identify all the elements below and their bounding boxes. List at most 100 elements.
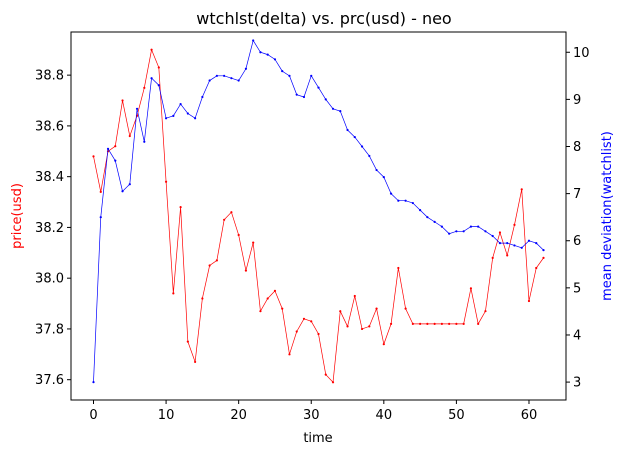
deviation-point: [157, 84, 160, 87]
deviation-point: [542, 249, 545, 252]
y-right-tick-label: 8: [573, 140, 581, 155]
deviation-point: [172, 114, 175, 117]
x-axis: 0 10 20 30 40 50 60: [89, 400, 537, 423]
series-line-price: [93, 48, 544, 384]
price-point: [310, 320, 313, 323]
deviation-point: [375, 168, 378, 172]
price-point: [426, 322, 429, 325]
y-left-tick-label: 38.6: [35, 119, 64, 134]
deviation-point: [252, 39, 255, 42]
price-point: [448, 322, 451, 325]
y-left-tick-label: 38.4: [35, 170, 64, 185]
deviation-point: [259, 51, 262, 54]
price-point: [382, 343, 385, 346]
y-right-tick-label: 7: [573, 187, 581, 202]
price-point: [186, 340, 189, 343]
deviation-point: [135, 107, 139, 110]
deviation-point: [186, 112, 189, 115]
price-point: [259, 310, 262, 313]
price-point: [288, 353, 291, 356]
x-axis-label: time: [303, 431, 332, 446]
deviation-point: [99, 216, 102, 219]
deviation-point: [360, 145, 364, 148]
deviation-point: [288, 74, 291, 77]
price-point: [346, 325, 349, 328]
deviation-point: [455, 230, 458, 233]
price-point: [92, 155, 95, 158]
deviation-point: [244, 67, 248, 70]
price-point: [389, 322, 393, 325]
price-point: [404, 307, 407, 310]
price-point: [99, 190, 102, 193]
deviation-point: [143, 140, 146, 143]
deviation-point: [411, 201, 414, 205]
price-point: [455, 322, 458, 325]
price-point: [223, 218, 226, 221]
price-point: [179, 206, 182, 209]
x-tick-label: 50: [448, 408, 465, 423]
price-point: [506, 254, 509, 257]
deviation-point: [310, 74, 313, 77]
y-axis-right: 3 4 5 6 7 8 9 10: [566, 46, 590, 391]
y-right-tick-label: 3: [573, 376, 581, 391]
price-point: [527, 299, 531, 303]
deviation-point: [281, 70, 284, 73]
price-point: [281, 307, 284, 310]
deviation-point: [324, 98, 327, 101]
deviation-point: [389, 192, 393, 195]
price-point: [513, 223, 516, 226]
price-point: [150, 48, 153, 51]
deviation-point: [353, 135, 356, 139]
price-point: [339, 310, 342, 313]
deviation-point: [295, 93, 298, 96]
price-point: [215, 259, 218, 262]
price-point: [375, 307, 378, 310]
price-point: [194, 360, 197, 364]
y-axis-left-label: price(usd): [10, 183, 25, 249]
price-point: [172, 292, 175, 295]
deviation-point: [339, 110, 342, 113]
deviation-point: [302, 95, 306, 99]
deviation-point: [448, 232, 451, 235]
price-point: [462, 322, 465, 325]
price-point: [491, 256, 494, 259]
deviation-point: [368, 154, 371, 158]
price-point: [143, 86, 146, 89]
deviation-point: [535, 241, 538, 245]
y-left-tick-label: 37.6: [35, 373, 64, 388]
deviation-point: [114, 159, 117, 162]
deviation-point: [194, 117, 197, 120]
price-point: [295, 330, 298, 333]
chart-title: wtchlst(delta) vs. prc(usd) - neo: [196, 9, 451, 28]
x-tick-label: 10: [158, 408, 175, 423]
deviation-point: [223, 74, 226, 77]
price-point: [411, 322, 414, 325]
price-point: [302, 317, 306, 320]
price-point: [114, 145, 117, 148]
price-point: [230, 211, 233, 214]
price-point: [440, 322, 443, 325]
deviation-point: [477, 225, 480, 228]
x-tick-label: 60: [521, 408, 538, 423]
y-right-tick-label: 6: [573, 234, 581, 249]
deviation-point: [484, 230, 487, 233]
price-point: [484, 310, 487, 313]
x-tick-label: 30: [303, 408, 320, 423]
price-point: [121, 99, 124, 102]
price-point: [469, 287, 473, 290]
price-point: [164, 180, 168, 183]
deviation-point: [164, 117, 168, 120]
price-point: [208, 264, 211, 267]
price-point: [244, 269, 248, 272]
price-point: [266, 297, 269, 300]
deviation-point: [317, 86, 320, 89]
y-axis-right-label: mean deviation(watchlist): [600, 131, 615, 301]
deviation-point: [426, 216, 429, 219]
deviation-point: [469, 225, 473, 228]
series-line-deviation: [93, 39, 544, 383]
y-right-tick-label: 10: [573, 46, 590, 61]
deviation-point: [440, 225, 443, 228]
price-point: [157, 66, 160, 69]
deviation-point: [215, 74, 218, 77]
